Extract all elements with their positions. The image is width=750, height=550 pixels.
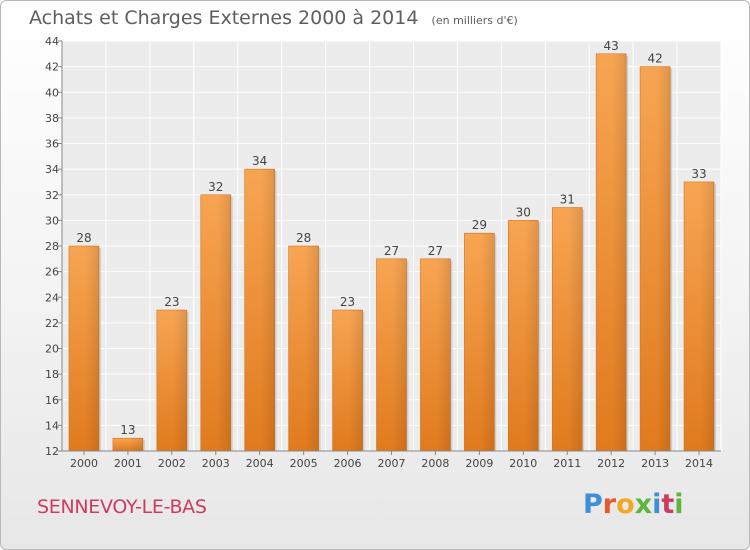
- y-tick-label: 38: [45, 112, 59, 125]
- logo-letter: o: [616, 489, 635, 520]
- bar-value-label: 28: [76, 231, 91, 245]
- y-tick-label: 12: [45, 445, 59, 458]
- bar-shade: [480, 233, 495, 451]
- bar-value-label: 43: [604, 39, 619, 53]
- y-tick-label: 32: [45, 189, 59, 202]
- bar-value-label: 23: [164, 295, 179, 309]
- x-tick-label: 2006: [334, 457, 362, 470]
- bar-value-label: 23: [340, 295, 355, 309]
- y-tick-label: 28: [45, 240, 59, 253]
- logo-letter: x: [634, 489, 653, 520]
- x-tick-label: 2001: [114, 457, 142, 470]
- bar-value-label: 27: [428, 244, 443, 258]
- x-tick-label: 2010: [509, 457, 537, 470]
- bar-value-label: 34: [252, 154, 267, 168]
- x-tick-label: 2003: [202, 457, 230, 470]
- x-tick-label: 2007: [378, 457, 406, 470]
- y-tick-label: 26: [45, 266, 59, 279]
- bar-shade: [700, 181, 715, 451]
- chart-title: Achats et Charges Externes 2000 à 2014: [29, 7, 419, 29]
- logo-letter: P: [583, 489, 603, 520]
- logo-letter: t: [661, 489, 675, 520]
- y-tick-label: 36: [45, 138, 59, 151]
- y-tick-label: 14: [45, 419, 59, 432]
- bar-shade: [436, 258, 451, 451]
- y-tick-label: 44: [45, 35, 59, 48]
- x-tick-label: 2002: [158, 457, 186, 470]
- bar-shade: [349, 310, 363, 451]
- x-tick-label: 2005: [290, 457, 318, 470]
- y-tick-label: 20: [45, 343, 59, 356]
- bar-shade: [612, 53, 627, 451]
- axis-layer: 12 14 16 18 20 22 24 26 28 30 32 34 36 38 40 42 44 28 2000…: [45, 35, 721, 470]
- bar-value-label: 42: [647, 52, 662, 66]
- chart-title-row: Achats et Charges Externes 2000 à 2014 (…: [29, 7, 518, 29]
- bar-value-label: 33: [691, 167, 706, 181]
- bar-shade: [217, 194, 231, 451]
- x-tick-label: 2004: [246, 457, 274, 470]
- logo-letter: i: [674, 489, 684, 520]
- bar-value-label: 28: [296, 231, 311, 245]
- bar-value-label: 30: [516, 205, 531, 219]
- proxiti-logo: Proxiti: [583, 489, 684, 520]
- y-tick-label: 18: [45, 368, 59, 381]
- y-tick-label: 42: [45, 61, 59, 74]
- y-tick-label: 16: [45, 394, 59, 407]
- y-tick-label: 30: [45, 214, 59, 227]
- logo-letter: i: [652, 489, 662, 520]
- bar-value-label: 32: [208, 180, 223, 194]
- bar-value-label: 29: [472, 218, 487, 232]
- bar-shade: [129, 438, 143, 451]
- bar-shade: [524, 220, 539, 451]
- x-tick-label: 2000: [70, 457, 98, 470]
- bar-shade: [173, 310, 187, 451]
- x-tick-label: 2014: [685, 457, 713, 470]
- bar-shade: [568, 207, 583, 451]
- bar-shade: [85, 246, 99, 451]
- bar-shade: [656, 66, 671, 451]
- bar-shade: [305, 246, 319, 451]
- bar-value-label: 13: [120, 423, 135, 437]
- y-tick-label: 22: [45, 317, 59, 330]
- x-tick-label: 2008: [421, 457, 449, 470]
- bar-value-label: 27: [384, 244, 399, 258]
- x-tick-label: 2013: [641, 457, 669, 470]
- logo-letter: r: [602, 489, 617, 520]
- x-tick-label: 2012: [597, 457, 625, 470]
- bar-shade: [261, 169, 275, 451]
- x-tick-label: 2011: [553, 457, 581, 470]
- bar-value-label: 31: [560, 193, 575, 207]
- bar-shade: [393, 258, 407, 451]
- y-tick-label: 24: [45, 291, 59, 304]
- chart-subtitle: (en milliers d'€): [431, 14, 518, 27]
- y-tick-label: 34: [45, 163, 59, 176]
- x-tick-label: 2009: [465, 457, 493, 470]
- y-tick-label: 40: [45, 86, 59, 99]
- commune-name: SENNEVOY-LE-BAS: [37, 496, 207, 518]
- bar-layer: [68, 53, 717, 452]
